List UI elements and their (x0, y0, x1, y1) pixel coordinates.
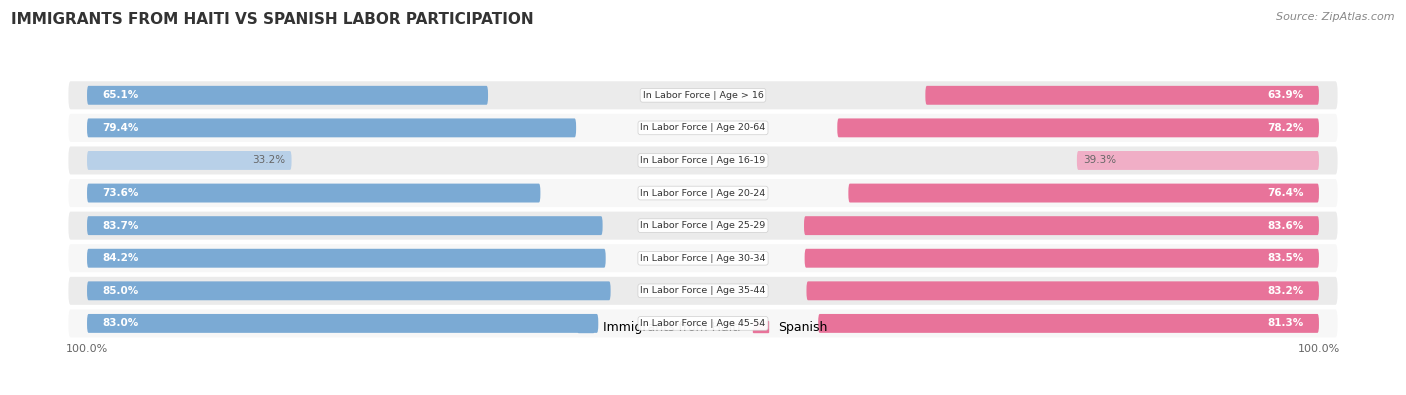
FancyBboxPatch shape (87, 249, 606, 268)
Text: Source: ZipAtlas.com: Source: ZipAtlas.com (1277, 12, 1395, 22)
FancyBboxPatch shape (925, 86, 1319, 105)
Text: In Labor Force | Age 20-24: In Labor Force | Age 20-24 (640, 188, 766, 198)
FancyBboxPatch shape (818, 314, 1319, 333)
Text: 81.3%: 81.3% (1267, 318, 1303, 328)
Text: 83.5%: 83.5% (1267, 253, 1303, 263)
FancyBboxPatch shape (69, 244, 1337, 272)
FancyBboxPatch shape (1077, 151, 1319, 170)
Text: IMMIGRANTS FROM HAITI VS SPANISH LABOR PARTICIPATION: IMMIGRANTS FROM HAITI VS SPANISH LABOR P… (11, 12, 534, 27)
Text: In Labor Force | Age 20-64: In Labor Force | Age 20-64 (640, 123, 766, 132)
Text: 83.0%: 83.0% (103, 318, 139, 328)
Text: 83.2%: 83.2% (1267, 286, 1303, 296)
FancyBboxPatch shape (838, 118, 1319, 137)
FancyBboxPatch shape (69, 81, 1337, 109)
Text: 83.7%: 83.7% (103, 221, 139, 231)
FancyBboxPatch shape (87, 151, 291, 170)
FancyBboxPatch shape (87, 281, 610, 300)
FancyBboxPatch shape (804, 249, 1319, 268)
Text: 63.9%: 63.9% (1267, 90, 1303, 100)
FancyBboxPatch shape (807, 281, 1319, 300)
FancyBboxPatch shape (69, 147, 1337, 175)
FancyBboxPatch shape (87, 118, 576, 137)
Text: 79.4%: 79.4% (103, 123, 139, 133)
Text: In Labor Force | Age 16-19: In Labor Force | Age 16-19 (640, 156, 766, 165)
FancyBboxPatch shape (69, 277, 1337, 305)
FancyBboxPatch shape (848, 184, 1319, 203)
Text: In Labor Force | Age 30-34: In Labor Force | Age 30-34 (640, 254, 766, 263)
Text: In Labor Force | Age > 16: In Labor Force | Age > 16 (643, 91, 763, 100)
FancyBboxPatch shape (87, 314, 599, 333)
Text: 78.2%: 78.2% (1267, 123, 1303, 133)
Text: 83.6%: 83.6% (1267, 221, 1303, 231)
Text: In Labor Force | Age 25-29: In Labor Force | Age 25-29 (640, 221, 766, 230)
Text: 76.4%: 76.4% (1267, 188, 1303, 198)
Text: 73.6%: 73.6% (103, 188, 139, 198)
FancyBboxPatch shape (69, 179, 1337, 207)
FancyBboxPatch shape (69, 309, 1337, 337)
FancyBboxPatch shape (69, 114, 1337, 142)
Text: 84.2%: 84.2% (103, 253, 139, 263)
Text: 33.2%: 33.2% (252, 156, 285, 166)
FancyBboxPatch shape (87, 216, 603, 235)
Text: 39.3%: 39.3% (1083, 156, 1116, 166)
Text: 65.1%: 65.1% (103, 90, 139, 100)
FancyBboxPatch shape (804, 216, 1319, 235)
Legend: Immigrants from Haiti, Spanish: Immigrants from Haiti, Spanish (574, 316, 832, 339)
FancyBboxPatch shape (87, 86, 488, 105)
FancyBboxPatch shape (87, 184, 540, 203)
FancyBboxPatch shape (69, 212, 1337, 240)
Text: In Labor Force | Age 35-44: In Labor Force | Age 35-44 (640, 286, 766, 295)
Text: 85.0%: 85.0% (103, 286, 139, 296)
Text: In Labor Force | Age 45-54: In Labor Force | Age 45-54 (640, 319, 766, 328)
